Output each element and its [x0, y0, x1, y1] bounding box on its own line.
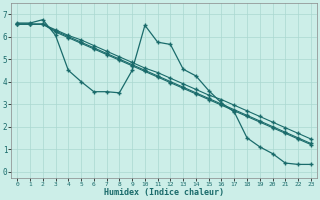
- X-axis label: Humidex (Indice chaleur): Humidex (Indice chaleur): [104, 188, 224, 197]
